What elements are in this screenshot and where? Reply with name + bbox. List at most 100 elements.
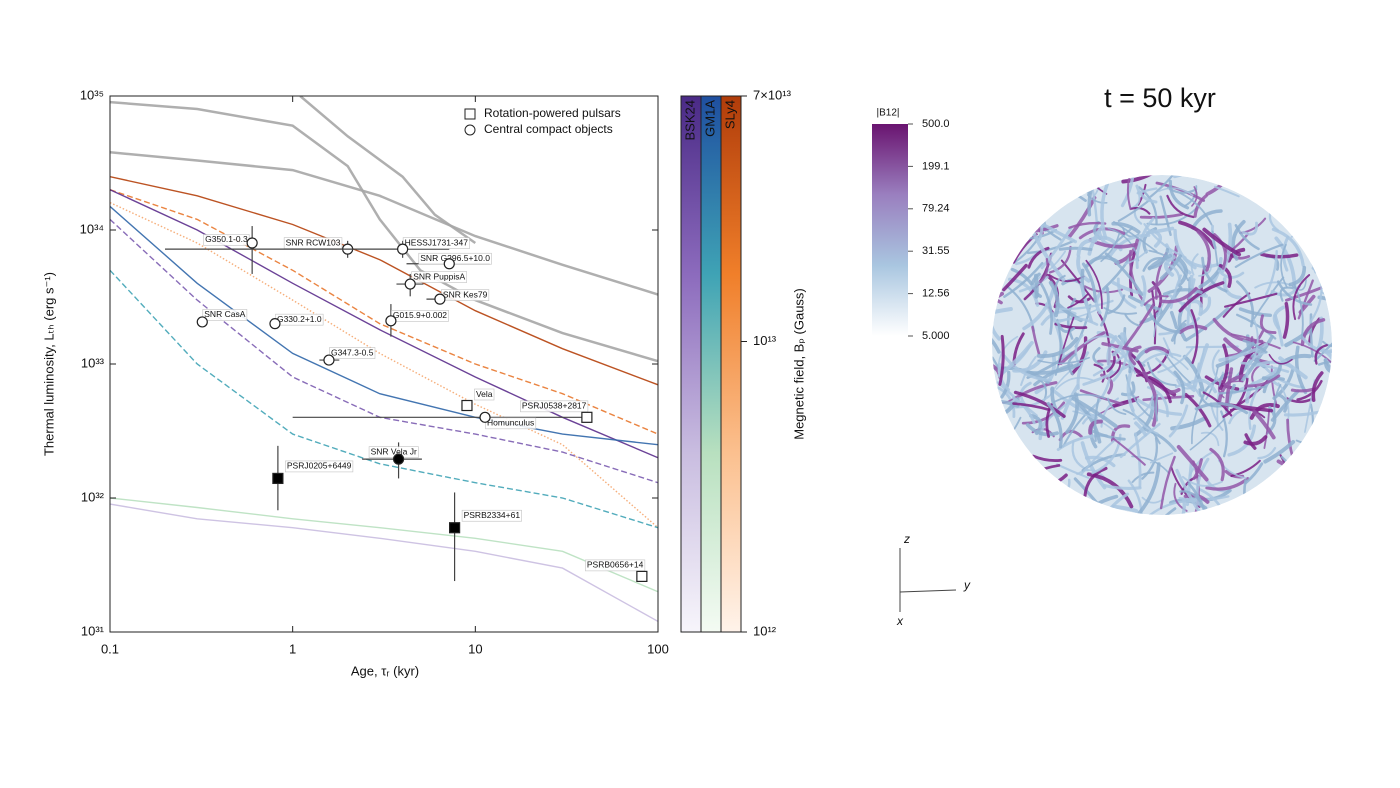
field-line [1125,374,1154,420]
colorbar-tick-label: 10¹³ [753,333,777,348]
field-line [1157,346,1195,374]
field-line [1036,336,1079,359]
field-line [1126,175,1139,211]
field-line [1166,194,1195,219]
field-line [1025,423,1059,437]
x-tick-label: 0.1 [101,641,119,656]
field-line [1271,227,1305,267]
field-line [1148,375,1172,404]
field-line [1143,427,1177,453]
field-line [1039,222,1077,244]
field-line [1240,361,1290,373]
field-line [1145,226,1175,235]
field-line [1107,294,1126,315]
cooling-curve [110,189,658,435]
field-line [1282,301,1290,339]
field-line [1172,497,1186,515]
point-label: G330.2+1.0 [277,314,322,324]
cco-marker [443,258,455,270]
field-line [1135,184,1158,204]
field-line [1034,354,1057,395]
field-line [1292,274,1311,321]
point-label: PSRB0656+14 [587,560,644,570]
field-line [1018,275,1049,293]
field-line [1116,277,1137,309]
point-label: HESSJ1731-347 [405,237,469,247]
curves [110,96,658,623]
field-line [1182,354,1205,392]
field-line [1213,233,1227,270]
field-line [1139,213,1184,219]
cooling-curve [110,269,658,529]
field-line [1100,182,1109,240]
field-line [1083,335,1115,345]
cooling-curve [110,100,658,363]
field-line [1187,482,1210,515]
field-line [1252,318,1259,361]
y-axis-label: Thermal luminosity, Lₜₕ (erg s⁻¹) [41,272,56,456]
field-line [1002,263,1028,292]
field-line [1050,387,1098,420]
field-line [1048,280,1060,318]
field-line [1053,393,1106,403]
field-line [1112,397,1137,408]
render-colorbar-tick-label: 12.56 [922,288,950,300]
field-line [1058,246,1093,251]
field-line [1076,238,1098,257]
field-line [1057,322,1076,333]
field-line [1259,314,1277,335]
field-line [1055,317,1099,326]
field-line [1026,239,1075,255]
field-line [1211,349,1220,380]
legend-marker [464,124,476,136]
pulsar-marker [448,522,461,534]
field-line [1222,380,1244,386]
field-line [1143,295,1169,306]
field-line [1131,408,1159,435]
field-line [1201,256,1228,293]
field-line [1238,307,1272,317]
field-line [1158,187,1194,197]
field-line [1087,175,1100,217]
field-line [1067,293,1089,309]
field-line [1263,439,1296,464]
field-line [1230,459,1261,478]
field-line [1259,252,1299,259]
field-line [1134,421,1148,437]
point-label: PSRJ0205+6449 [287,461,352,471]
field-line [1293,283,1304,340]
field-line [1198,388,1223,408]
point-label: SNR CasA [204,309,245,319]
triad-z-label: z [903,532,910,546]
field-line [1202,227,1242,257]
point-label: SNR PuppisA [413,271,465,281]
field-line [1144,346,1169,354]
field-line [1144,303,1181,334]
field-line [1000,370,1011,399]
field-line [1189,418,1226,451]
field-line [1280,243,1288,288]
field-line [1227,424,1257,457]
point-label-box [418,252,492,265]
field-line [1243,435,1268,446]
field-line [1200,431,1220,447]
field-line [1292,341,1332,373]
field-line [1081,262,1097,303]
field-line [1014,381,1058,400]
field-line [1112,437,1146,466]
point-label: SNR Kes79 [443,289,488,299]
field-line [1194,402,1249,415]
field-line [1190,309,1199,364]
field-line [1159,455,1176,510]
field-line [1244,462,1264,485]
field-line [1185,345,1239,349]
field-line [1123,302,1156,348]
point-label-box [202,309,248,321]
field-line [1159,195,1172,236]
axis-triad [899,548,957,612]
field-line [1103,307,1138,315]
field-line [1219,343,1230,390]
field-line [1086,194,1108,204]
field-line [1218,342,1268,362]
field-line [1149,175,1181,198]
